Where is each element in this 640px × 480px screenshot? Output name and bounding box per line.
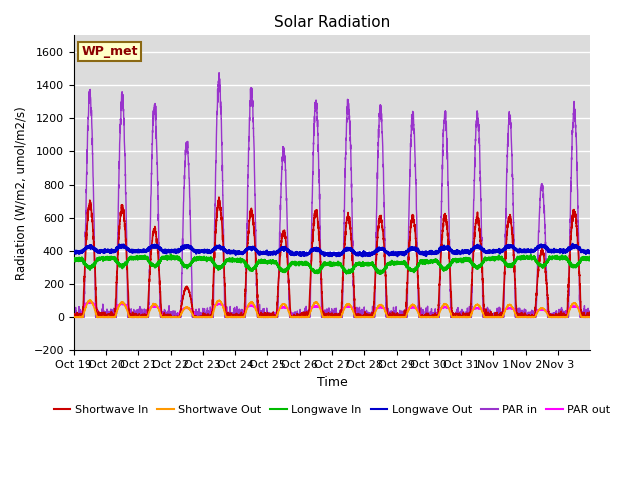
Title: Solar Radiation: Solar Radiation [274,15,390,30]
Text: WP_met: WP_met [81,45,138,58]
Y-axis label: Radiation (W/m2, umol/m2/s): Radiation (W/m2, umol/m2/s) [15,106,28,280]
X-axis label: Time: Time [317,376,348,389]
Legend: Shortwave In, Shortwave Out, Longwave In, Longwave Out, PAR in, PAR out: Shortwave In, Shortwave Out, Longwave In… [49,400,615,419]
